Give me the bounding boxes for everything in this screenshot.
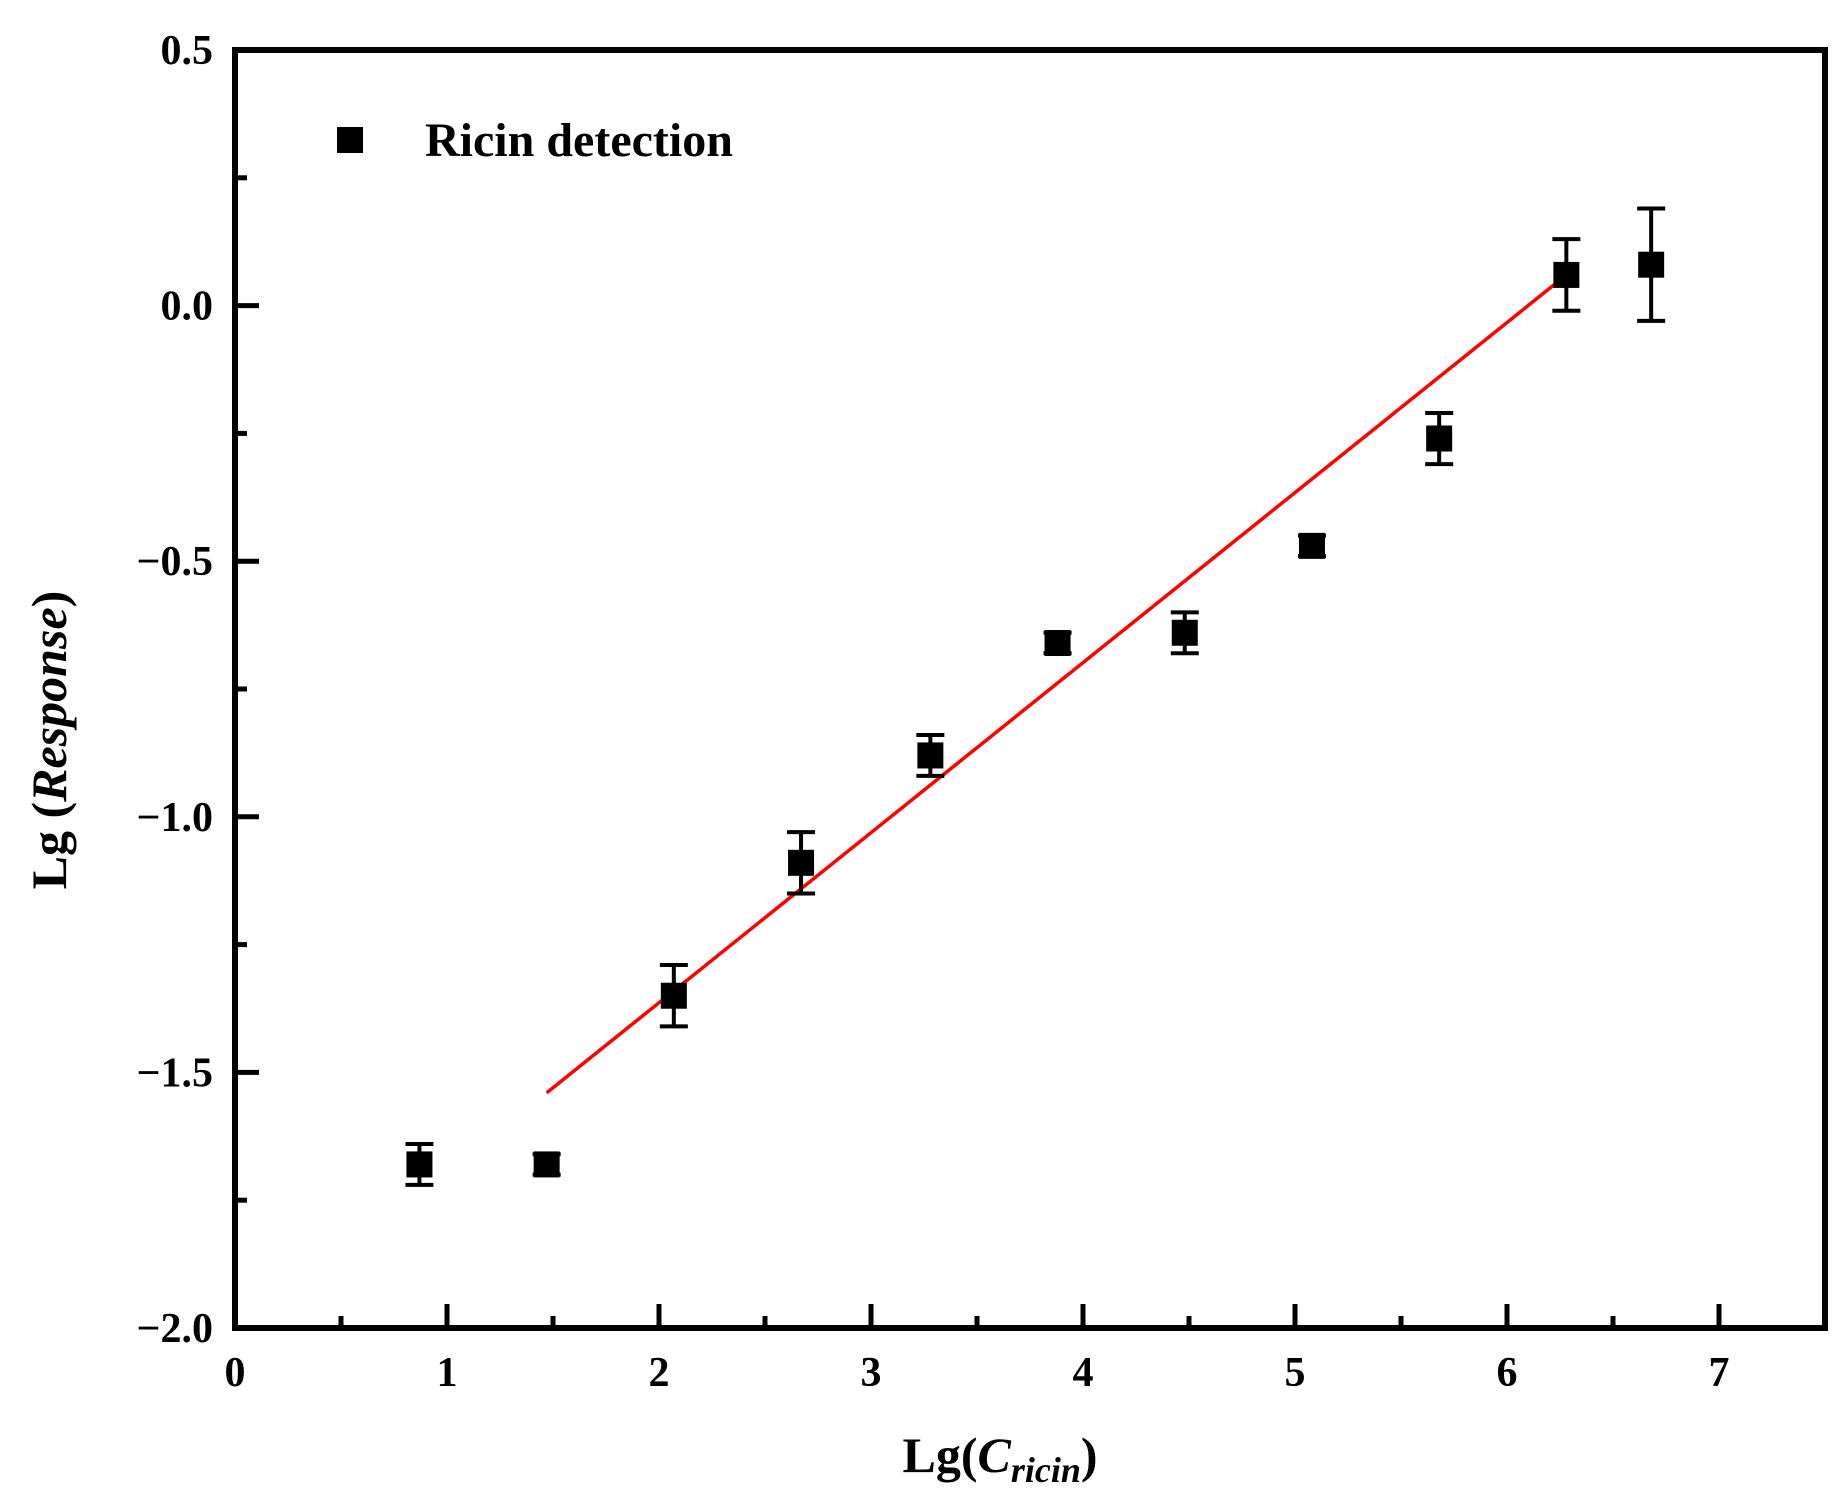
x-tick-label: 6 (1497, 1350, 1518, 1396)
legend-marker (337, 127, 363, 153)
data-point (1171, 619, 1198, 646)
data-point (406, 1151, 433, 1178)
data-point (917, 742, 944, 769)
y-tick-label: −1.0 (137, 795, 213, 841)
data-point (1426, 425, 1453, 452)
x-tick-label: 4 (1073, 1350, 1094, 1396)
fit-line-group (545, 278, 1562, 1095)
plot-frame (232, 47, 1828, 1331)
data-point (1298, 532, 1325, 559)
x-tick-label: 7 (1709, 1350, 1730, 1396)
y-axis-title: Lg (Response) (21, 591, 77, 890)
x-tick-label: 5 (1285, 1350, 1306, 1396)
fit-line (545, 278, 1562, 1095)
data-point (1553, 261, 1580, 288)
data-point (533, 1151, 560, 1178)
y-axis-ticks: −2.0 −1.5 −1.0 −0.5 0.0 0.5 (137, 28, 259, 1352)
legend-label: Ricin detection (425, 114, 733, 167)
y-tick-label: 0.0 (161, 284, 214, 330)
y-tick-label: −2.0 (137, 1306, 213, 1352)
y-tick-label: 0.5 (161, 28, 214, 74)
data-point (788, 849, 815, 876)
x-axis-title: Lg(Cricin) (902, 1427, 1097, 1490)
data-point (1044, 629, 1071, 656)
x-tick-label: 3 (861, 1350, 882, 1396)
plot-border (232, 47, 1828, 1331)
data-point (1638, 251, 1665, 278)
x-tick-label: 2 (649, 1350, 670, 1396)
x-tick-label: 0 (225, 1350, 246, 1396)
y-tick-label: −1.5 (137, 1050, 213, 1096)
x-axis-ticks: 0 1 2 3 4 5 6 7 (225, 1304, 1730, 1396)
legend: Ricin detection (337, 114, 733, 167)
data-point (660, 982, 687, 1009)
x-tick-label: 1 (437, 1350, 458, 1396)
data-points (405, 206, 1666, 1187)
y-tick-label: −0.5 (137, 539, 213, 585)
